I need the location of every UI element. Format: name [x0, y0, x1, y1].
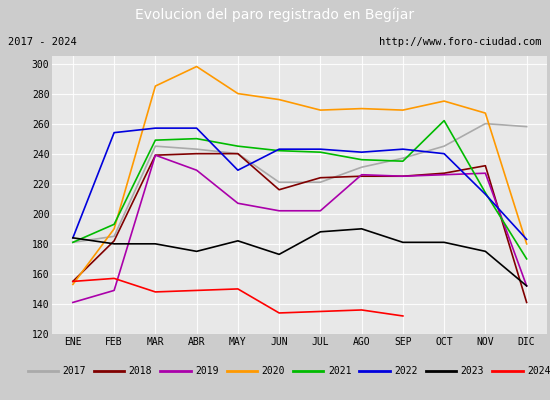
Text: 2023: 2023 [460, 366, 484, 376]
Text: 2024: 2024 [527, 366, 550, 376]
Text: 2017: 2017 [62, 366, 86, 376]
Text: 2019: 2019 [195, 366, 218, 376]
Text: Evolucion del paro registrado en Begíjar: Evolucion del paro registrado en Begíjar [135, 8, 415, 22]
Text: 2022: 2022 [394, 366, 417, 376]
Text: 2020: 2020 [261, 366, 285, 376]
Text: 2017 - 2024: 2017 - 2024 [8, 37, 77, 47]
Text: http://www.foro-ciudad.com: http://www.foro-ciudad.com [379, 37, 542, 47]
Text: 2021: 2021 [328, 366, 351, 376]
Text: 2018: 2018 [129, 366, 152, 376]
